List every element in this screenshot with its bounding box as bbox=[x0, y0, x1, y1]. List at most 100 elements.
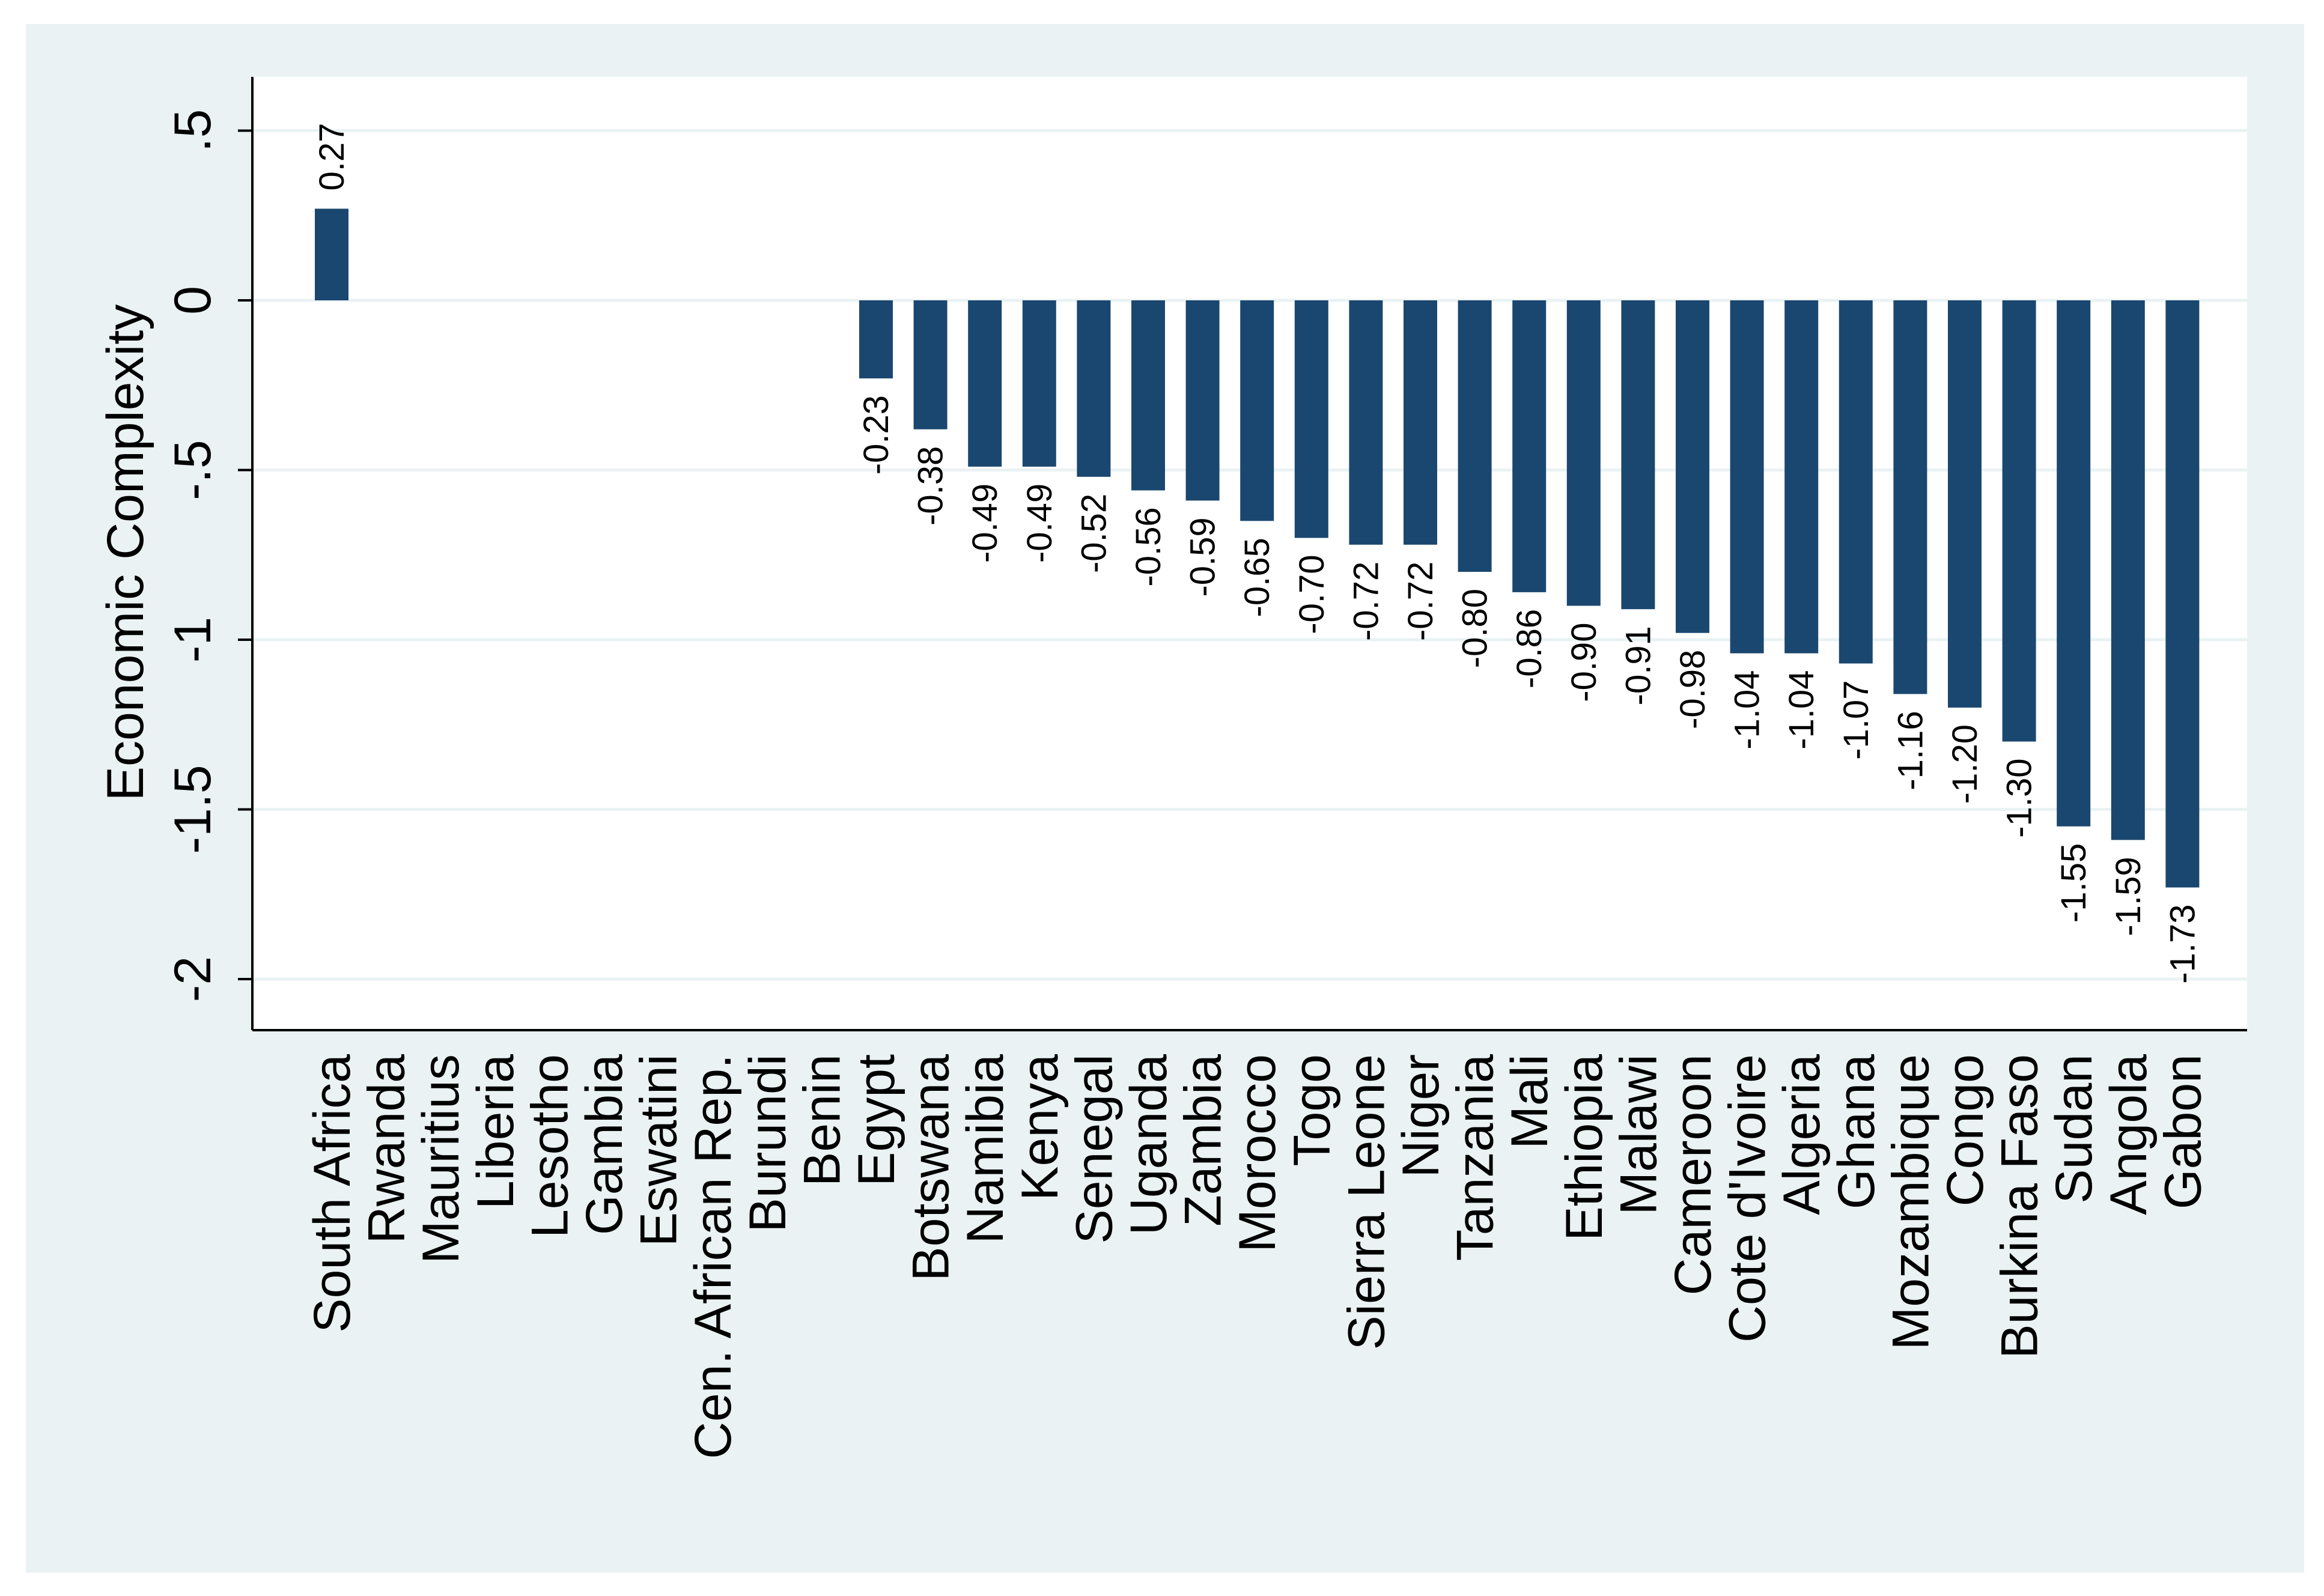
value-label: -1.20 bbox=[1945, 724, 1985, 804]
x-tick-label: Lesotho bbox=[521, 1054, 579, 1238]
bar bbox=[1294, 300, 1328, 538]
bar bbox=[1185, 300, 1220, 501]
x-tick-label: Sudan bbox=[2045, 1054, 2103, 1204]
value-label: -0.65 bbox=[1238, 538, 1277, 617]
value-label: -0.70 bbox=[1292, 555, 1331, 634]
bar bbox=[1948, 300, 1982, 708]
bar bbox=[913, 300, 948, 429]
y-tick-label: -1 bbox=[164, 617, 222, 663]
bar bbox=[2002, 300, 2036, 742]
bar bbox=[1077, 300, 1111, 477]
value-label: -1.55 bbox=[2054, 843, 2093, 923]
axes bbox=[251, 77, 2247, 1031]
x-tick-label: Mali bbox=[1501, 1054, 1559, 1149]
x-tick-label: Eswatini bbox=[630, 1054, 688, 1246]
x-tick-label: Sierra Leone bbox=[1337, 1054, 1395, 1350]
value-label: -0.23 bbox=[857, 395, 896, 475]
value-label: -0.49 bbox=[1020, 484, 1059, 563]
value-label: -1.73 bbox=[2163, 904, 2202, 983]
x-tick-label: Zambia bbox=[1175, 1054, 1232, 1227]
x-tick-label: Senegal bbox=[1065, 1054, 1123, 1244]
bar bbox=[1404, 300, 1437, 545]
x-tick-label: Algeria bbox=[1773, 1054, 1831, 1215]
x-tick-label: Angola bbox=[2100, 1054, 2158, 1215]
x-tick-label: Kenya bbox=[1011, 1054, 1069, 1201]
value-label: -0.52 bbox=[1074, 494, 1113, 573]
x-tick-label: Cen. African Rep. bbox=[684, 1054, 742, 1459]
x-tick-label: Burundi bbox=[739, 1054, 797, 1232]
value-label: -0.86 bbox=[1510, 609, 1549, 688]
value-label: -1.07 bbox=[1837, 681, 1876, 760]
x-tick-label: Uganda bbox=[1120, 1054, 1178, 1235]
bar bbox=[1676, 300, 1709, 633]
x-tick-label: Mozambique bbox=[1882, 1054, 1939, 1350]
y-tick-label: -.5 bbox=[164, 440, 222, 500]
value-label: -0.91 bbox=[1619, 626, 1658, 705]
bar bbox=[1730, 300, 1764, 654]
x-tick-label: Cameroon bbox=[1664, 1054, 1722, 1296]
bar bbox=[1893, 300, 1927, 694]
x-tick-label: Ghana bbox=[1828, 1054, 1885, 1209]
y-tick-label: 0 bbox=[164, 286, 222, 315]
value-label: -0.80 bbox=[1456, 589, 1495, 668]
bar bbox=[1131, 300, 1165, 491]
bar bbox=[1566, 300, 1601, 606]
x-tick-label: Tanzania bbox=[1447, 1054, 1504, 1261]
bar bbox=[1240, 300, 1274, 521]
y-axis-title: Economic Complexity bbox=[97, 305, 154, 801]
x-tick-label: Liberia bbox=[467, 1054, 525, 1209]
bar bbox=[1022, 300, 1056, 467]
x-tick-label: South Africa bbox=[303, 1054, 361, 1333]
x-tick-label: Niger bbox=[1392, 1054, 1450, 1178]
x-tick-label: Ethiopia bbox=[1556, 1054, 1613, 1241]
bar-series bbox=[315, 208, 2200, 888]
bar bbox=[859, 300, 893, 378]
value-label: -0.98 bbox=[1673, 650, 1712, 729]
value-label: -0.72 bbox=[1346, 562, 1386, 641]
y-tick-label: -1.5 bbox=[164, 765, 222, 854]
y-tick-label: .5 bbox=[164, 109, 222, 153]
x-axis-tick-labels: South AfricaRwandaMauritiusLiberiaLesoth… bbox=[303, 1054, 2212, 1459]
x-tick-label: Gambia bbox=[576, 1054, 633, 1235]
x-tick-label: Benin bbox=[793, 1054, 851, 1186]
x-tick-label: Mauritius bbox=[412, 1054, 470, 1264]
value-label: -0.56 bbox=[1129, 507, 1168, 586]
bar bbox=[1349, 300, 1383, 545]
value-label: 0.27 bbox=[312, 123, 351, 191]
bar bbox=[1784, 300, 1819, 654]
bar bbox=[1621, 300, 1655, 610]
bar bbox=[2057, 300, 2091, 827]
x-tick-label: Rwanda bbox=[358, 1054, 416, 1244]
bar bbox=[1458, 300, 1492, 572]
bar bbox=[1512, 300, 1547, 592]
value-label: -1.59 bbox=[2109, 857, 2148, 936]
y-axis-ticks: .5 0 -.5 -1 -1.5 -2 bbox=[164, 109, 252, 1002]
value-label: -1.30 bbox=[2000, 759, 2039, 838]
value-labels: 0.27-0.23-0.38 -0.49 -0.49 -0.52 -0.56 -0.59-… bbox=[312, 123, 2202, 984]
value-label: -0.90 bbox=[1565, 623, 1604, 702]
x-tick-label: Botswana bbox=[902, 1054, 960, 1281]
x-tick-label: Congo bbox=[1936, 1054, 1994, 1206]
bar bbox=[2111, 300, 2145, 840]
x-tick-label: Egypt bbox=[848, 1054, 905, 1186]
x-tick-label: Burkina Faso bbox=[1991, 1054, 2049, 1359]
value-label: -1.04 bbox=[1782, 670, 1821, 750]
value-label: -0.59 bbox=[1184, 517, 1223, 596]
x-tick-label: Malawi bbox=[1610, 1054, 1667, 1215]
bar bbox=[968, 300, 1002, 467]
bar bbox=[315, 208, 348, 300]
value-label: -0.72 bbox=[1401, 562, 1440, 641]
bar bbox=[2165, 300, 2200, 888]
value-label: -0.49 bbox=[966, 484, 1005, 563]
value-label: -1.16 bbox=[1891, 711, 1930, 790]
value-label: -0.38 bbox=[911, 446, 951, 526]
value-label: -1.04 bbox=[1728, 670, 1767, 750]
x-tick-label: Namibia bbox=[957, 1054, 1014, 1244]
y-tick-label: -2 bbox=[164, 956, 222, 1002]
bar bbox=[1839, 300, 1873, 664]
x-tick-label: Togo bbox=[1283, 1054, 1341, 1167]
x-tick-label: Cote d'Ivoire bbox=[1719, 1054, 1777, 1343]
x-tick-label: Morocco bbox=[1229, 1054, 1286, 1252]
x-tick-label: Gabon bbox=[2154, 1054, 2212, 1209]
